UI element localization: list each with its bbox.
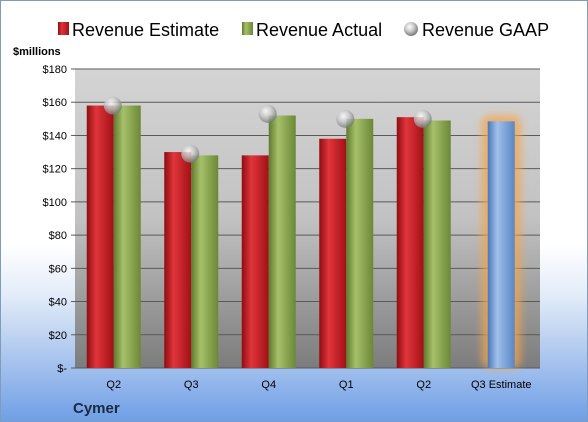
legend-swatch-gaap xyxy=(404,22,418,36)
bar-revenue-actual xyxy=(113,105,141,369)
x-tick-label: Q3 xyxy=(184,379,199,391)
y-tick-label: $60 xyxy=(49,263,67,275)
bar-revenue-estimate xyxy=(319,138,347,368)
bar-revenue-estimate xyxy=(164,152,192,368)
x-axis-ticks: Q2 Q3 Q4 Q1 Q2 Q3 Estimate xyxy=(106,379,531,391)
marker-revenue-gaap xyxy=(413,109,432,128)
legend-label-actual: Revenue Actual xyxy=(256,20,382,40)
bar-revenue-estimate xyxy=(241,155,269,368)
y-tick-label: $100 xyxy=(43,197,67,209)
marker-revenue-gaap xyxy=(258,104,277,123)
bar-revenue-actual xyxy=(268,115,296,368)
x-tick-label: Q4 xyxy=(261,379,276,391)
bar-revenue-estimate xyxy=(86,105,114,369)
y-tick-label: $160 xyxy=(43,97,67,109)
bar-revenue-actual xyxy=(346,118,374,368)
bar-revenue-actual xyxy=(191,155,219,368)
legend: Revenue Estimate Revenue Actual Revenue … xyxy=(58,20,549,40)
legend-swatch-estimate xyxy=(58,22,69,35)
y-tick-label: $40 xyxy=(49,297,67,309)
y-tick-label: $20 xyxy=(49,330,67,342)
y-unit-label: $millions xyxy=(13,46,61,58)
y-tick-label: $- xyxy=(57,363,67,375)
bar-revenue-estimate xyxy=(396,117,424,368)
plot-area xyxy=(75,69,540,368)
legend-label-estimate: Revenue Estimate xyxy=(72,20,219,40)
x-tick-label: Q3 Estimate xyxy=(471,379,532,391)
marker-revenue-gaap xyxy=(336,109,355,128)
y-axis-ticks: $- $20 $40 $60 $80 $100 $120 $140 $160 $180 xyxy=(43,64,68,375)
legend-swatch-actual xyxy=(242,22,253,35)
x-tick-label: Q2 xyxy=(106,379,121,391)
y-tick-label: $140 xyxy=(43,130,67,142)
marker-revenue-gaap xyxy=(103,96,122,115)
y-tick-label: $120 xyxy=(43,164,67,176)
gaap-markers xyxy=(103,96,432,163)
bars xyxy=(86,105,521,369)
x-tick-label: Q2 xyxy=(416,379,431,391)
y-tick-label: $180 xyxy=(43,64,67,76)
legend-label-gaap: Revenue GAAP xyxy=(422,20,549,40)
y-tick-label: $80 xyxy=(49,230,67,242)
gridlines xyxy=(71,68,540,369)
bar-q3-estimate xyxy=(487,121,515,368)
marker-revenue-gaap xyxy=(181,144,200,163)
bar-revenue-actual xyxy=(423,120,451,368)
company-name: Cymer xyxy=(73,400,120,417)
x-tick-label: Q1 xyxy=(339,379,354,391)
